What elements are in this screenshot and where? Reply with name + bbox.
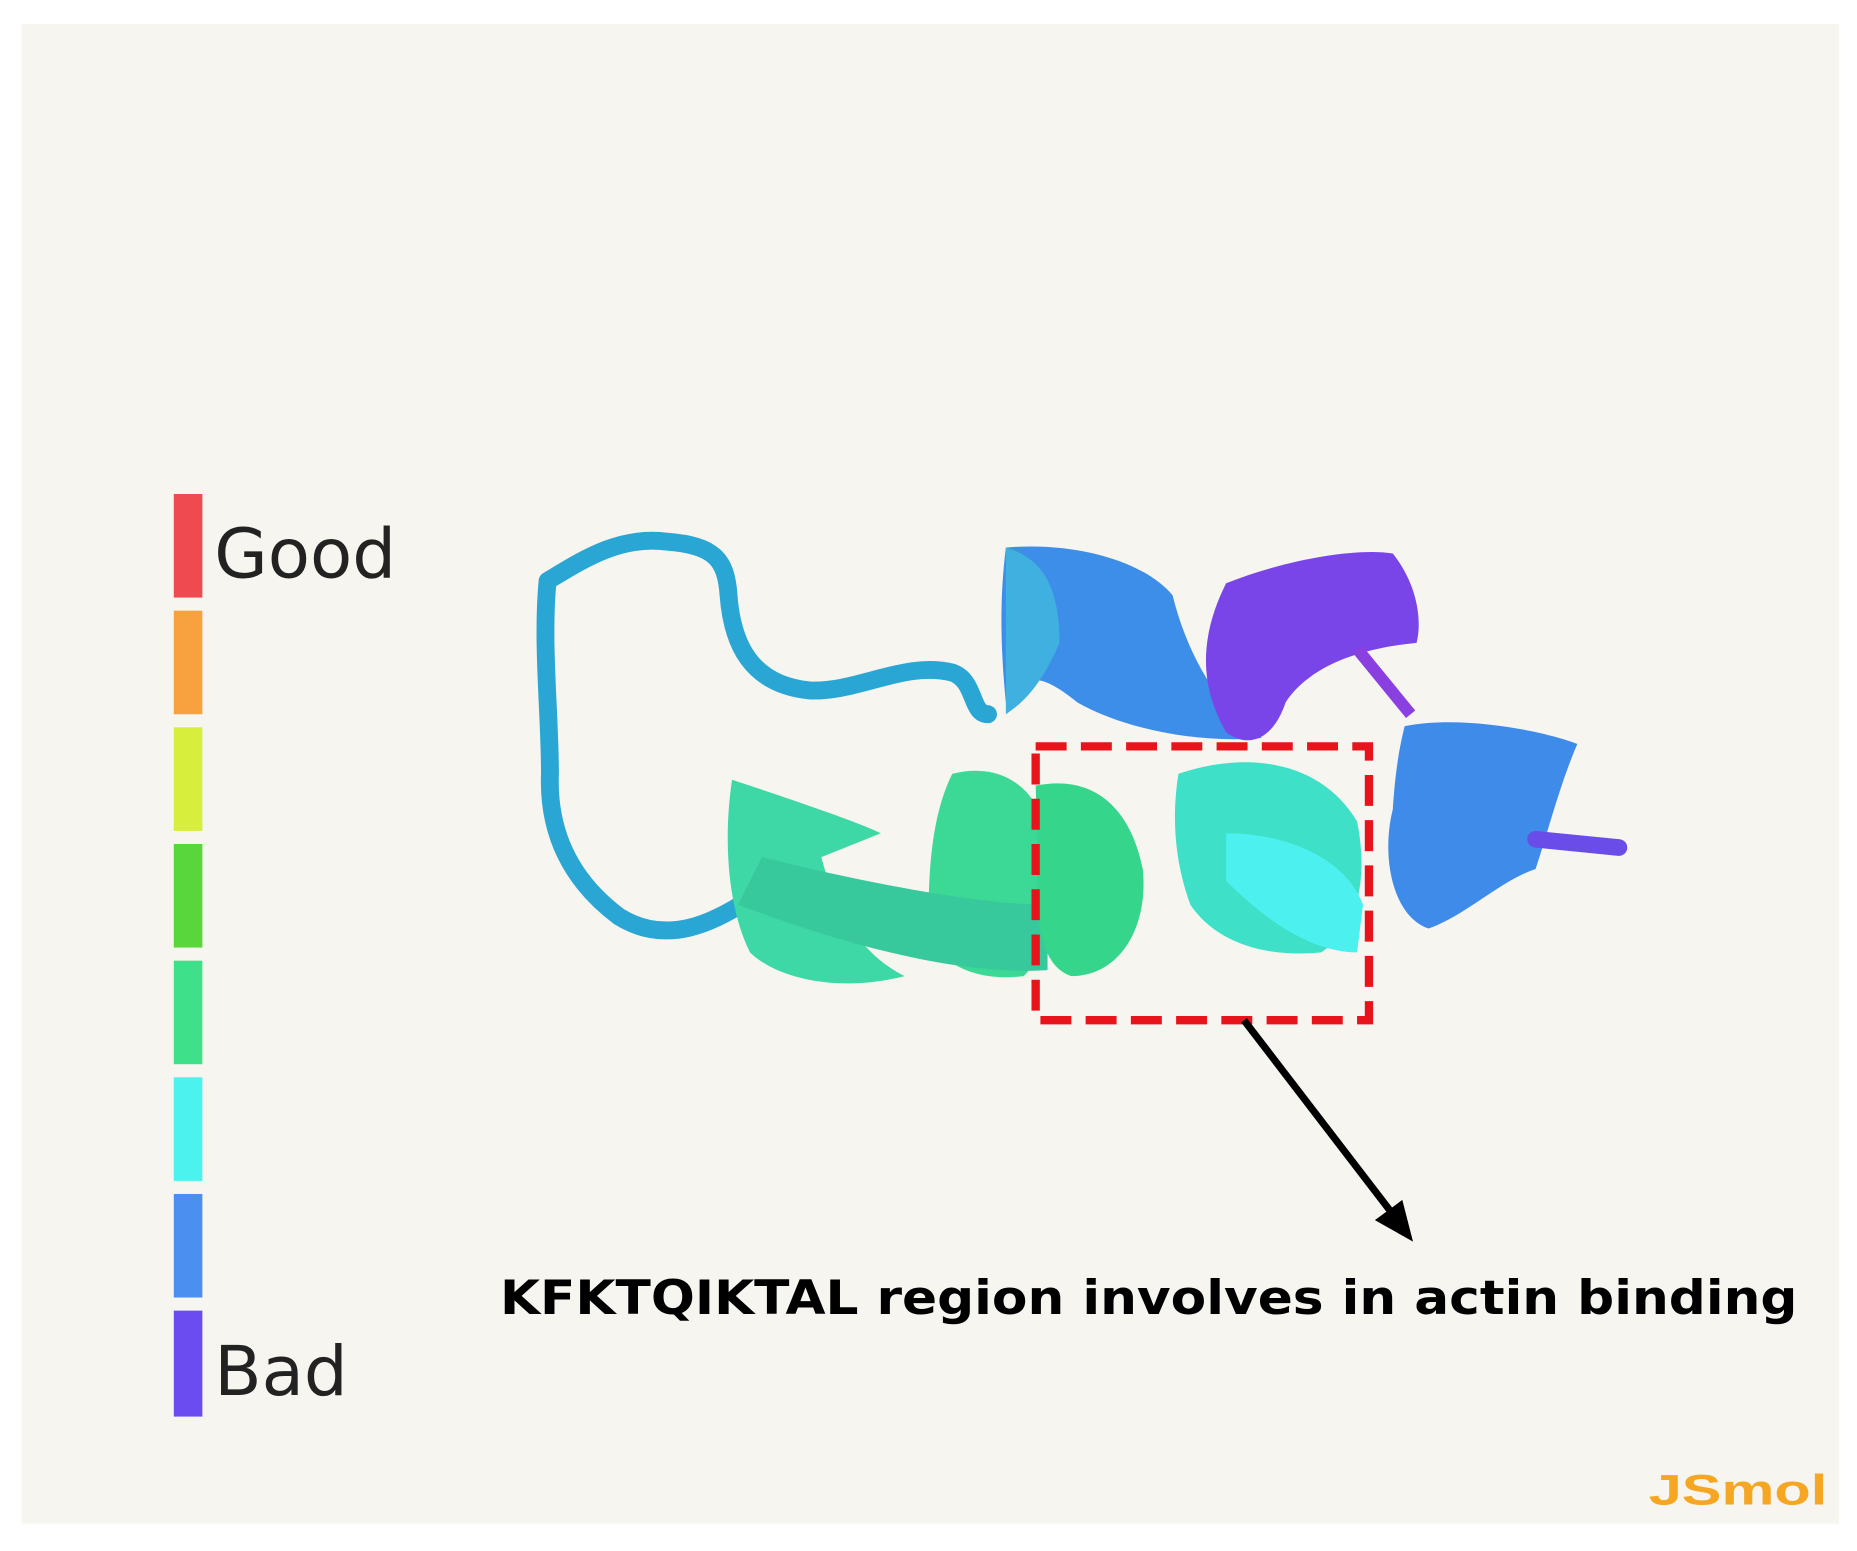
legend-top-label: Good bbox=[214, 514, 396, 594]
helix-turn bbox=[1001, 546, 1262, 740]
scene: Good Bad KFKTQIKTAL region involves in a… bbox=[21, 23, 1840, 1524]
color-legend: Good Bad bbox=[173, 494, 396, 1417]
tail bbox=[1527, 830, 1628, 856]
highlight-box bbox=[1031, 742, 1374, 1025]
legend-swatch bbox=[173, 1310, 203, 1417]
legend-bottom-label: Bad bbox=[214, 1332, 347, 1412]
helix-ribbon bbox=[738, 857, 1048, 971]
arrow-shaft bbox=[1241, 1017, 1396, 1217]
loop bbox=[536, 531, 997, 940]
protein-model bbox=[536, 531, 1628, 984]
legend-swatch bbox=[173, 610, 203, 715]
helix-ribbon bbox=[1005, 547, 1060, 715]
annotation: KFKTQIKTAL region involves in actin bind… bbox=[500, 1271, 1798, 1326]
legend-swatch bbox=[173, 960, 203, 1065]
legend-swatch bbox=[173, 494, 203, 598]
legend-swatch bbox=[173, 1193, 203, 1298]
legend-swatch bbox=[173, 727, 203, 831]
helix-turn bbox=[1205, 552, 1419, 741]
legend-swatch bbox=[173, 843, 203, 948]
watermark: JSmol bbox=[1649, 1467, 1828, 1515]
arrow-head bbox=[1374, 1199, 1414, 1242]
link bbox=[1352, 644, 1416, 719]
helix-turn bbox=[1035, 783, 1144, 977]
legend-swatch bbox=[173, 1077, 203, 1181]
helix-ribbon bbox=[1226, 833, 1364, 953]
helix-turn bbox=[1388, 722, 1578, 929]
